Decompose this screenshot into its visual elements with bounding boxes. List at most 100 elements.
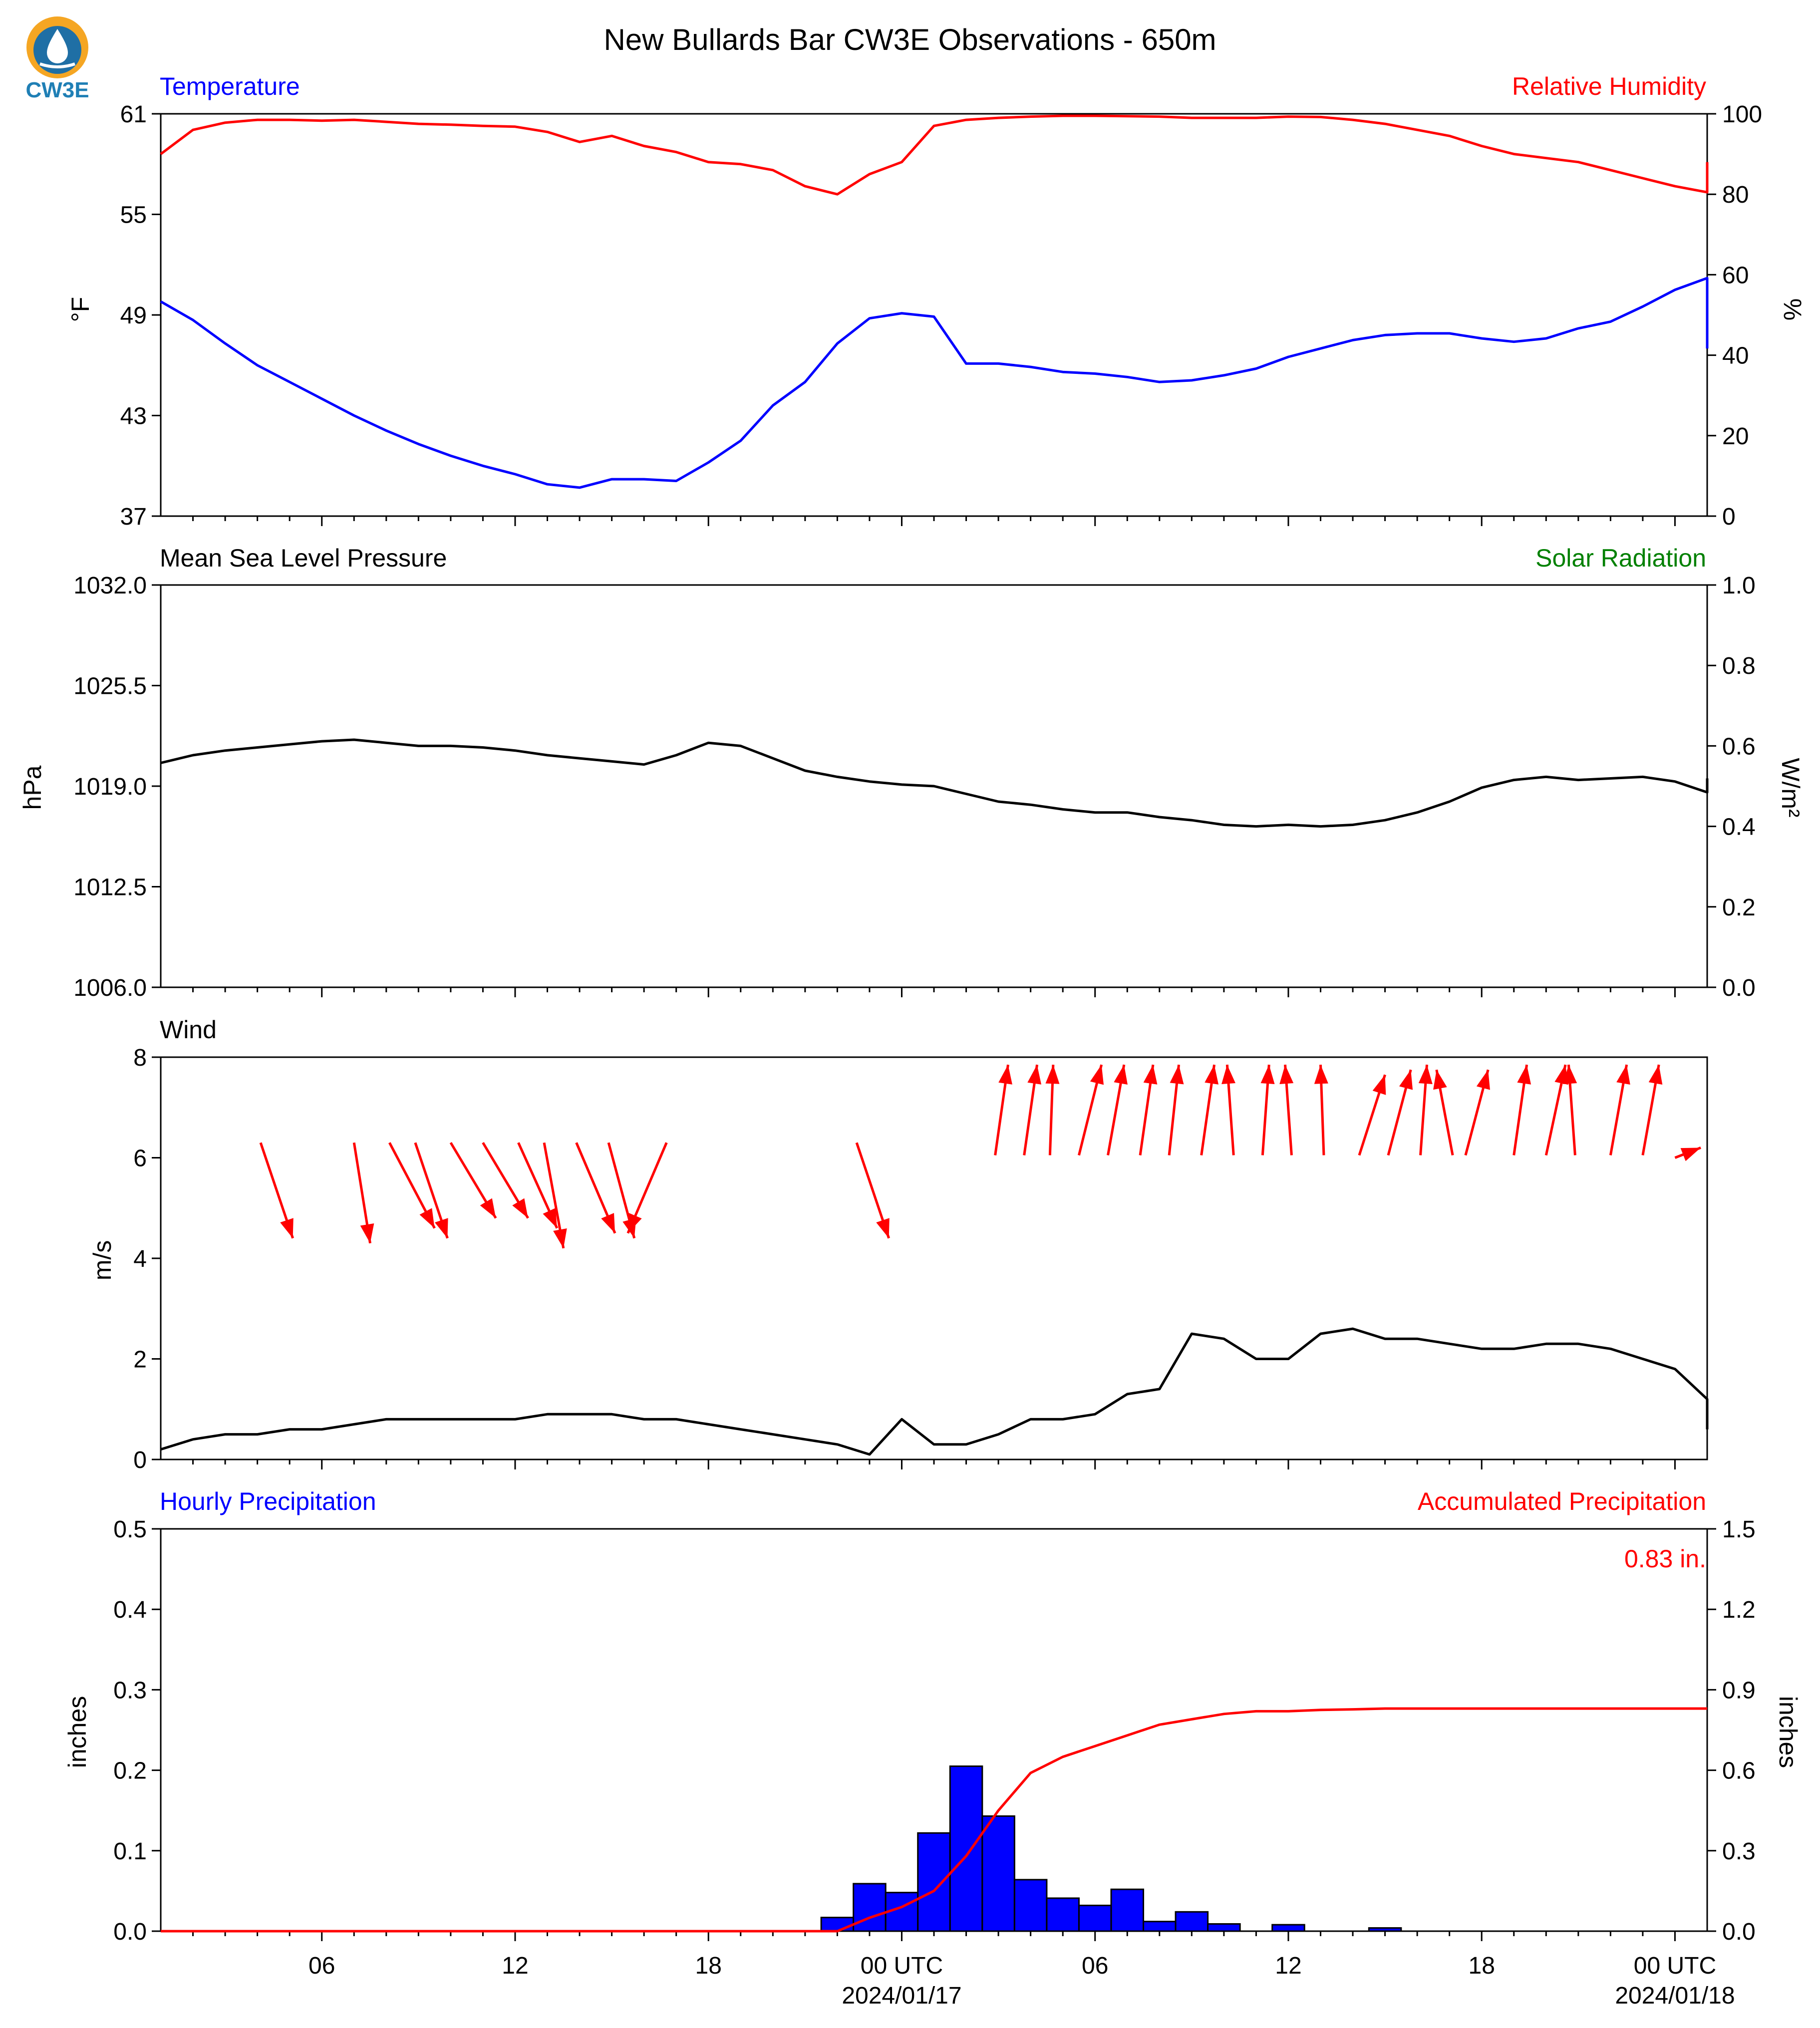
relative-humidity-title: Relative Humidity — [1512, 72, 1706, 100]
precipitation-marks — [161, 1707, 1707, 1933]
y-tick-label-right: 100 — [1722, 101, 1762, 128]
wind-vector-head — [1314, 1065, 1328, 1084]
wind-vector-head — [1399, 1070, 1413, 1090]
wind-vector-head — [1648, 1065, 1663, 1085]
y-tick-label: 37 — [120, 504, 147, 530]
series-line-0 — [160, 738, 1709, 828]
y-tick-label-right: 0.0 — [1722, 975, 1756, 1001]
wind-vector-head — [1616, 1065, 1630, 1085]
wind-axis-label: m/s — [88, 1240, 116, 1281]
pressure-line — [160, 738, 1709, 828]
total-precip-annotation: 0.83 in. — [1624, 1545, 1706, 1573]
y-tick-label-right: 40 — [1722, 343, 1749, 369]
precip-bar — [1143, 1921, 1177, 1932]
y-tick-label: 0 — [133, 1447, 147, 1473]
wind-vector-head — [360, 1223, 374, 1243]
wind-vector-head — [543, 1208, 557, 1228]
wind-vector-arrow — [1674, 1147, 1702, 1161]
wind-vector-arrow — [1358, 1074, 1386, 1156]
wind-vector-head — [876, 1218, 890, 1238]
accumulated-precip-line — [161, 1707, 1707, 1933]
y-tick-label: 61 — [120, 101, 147, 128]
precip-bar — [949, 1765, 983, 1932]
y-tick-label-right: 0.2 — [1722, 894, 1756, 921]
precip-bar — [1110, 1888, 1145, 1932]
y-tick-label: 55 — [120, 202, 147, 229]
hourly-precip-y-ticks: 0.0 0.1 0.2 0.3 0.4 0.5 — [113, 1516, 161, 1945]
wind-vector-head — [1433, 1070, 1447, 1090]
y-tick-label-right: 0.4 — [1722, 814, 1756, 841]
wind-vector-head — [553, 1228, 567, 1248]
wind-vector-head — [1260, 1065, 1275, 1085]
y-tick-label: 2 — [133, 1347, 147, 1373]
x-tick-label: 18 — [695, 1953, 722, 1979]
precip-bar — [853, 1883, 887, 1932]
y-tick-label-right: 0.6 — [1722, 1758, 1756, 1784]
wind-vector-arrow — [517, 1142, 559, 1229]
accumulated-precip-title: Accumulated Precipitation — [1418, 1487, 1706, 1515]
wind-vector-arrow — [1387, 1069, 1413, 1156]
figure-title: New Bullards Bar CW3E Observations - 650… — [604, 23, 1216, 56]
precip-bar — [1175, 1911, 1209, 1932]
wind-vector-arrow — [1260, 1064, 1275, 1156]
x-tick-label: 12 — [1275, 1953, 1301, 1979]
wind-vector-arrow — [1314, 1065, 1328, 1156]
wind-vector-head — [280, 1218, 294, 1238]
wind-vector-head — [1170, 1065, 1184, 1085]
y-tick-label-right: 0 — [1722, 504, 1736, 530]
x-ticks — [192, 1931, 1676, 1941]
wind-vector-arrow — [626, 1142, 668, 1234]
x-tick-date-label: 2024/01/18 — [1615, 1983, 1735, 2009]
wind-vector-head — [1418, 1065, 1433, 1085]
wind-vector-arrow — [1168, 1064, 1184, 1156]
y-tick-label: 6 — [133, 1146, 147, 1172]
solar-radiation-title: Solar Radiation — [1535, 544, 1706, 572]
y-tick-label-right: 20 — [1722, 423, 1749, 450]
y-tick-label-right: 1.2 — [1722, 1597, 1756, 1623]
x-tick-label: 00 UTC — [1634, 1953, 1716, 1979]
precip-bar — [1078, 1904, 1112, 1932]
wind-vector-arrow — [259, 1142, 294, 1239]
series-line-0 — [160, 1327, 1709, 1456]
x-tick-label: 18 — [1469, 1953, 1495, 1979]
wind-vector-arrow — [1513, 1064, 1531, 1156]
y-tick-label: 1032.0 — [73, 573, 147, 599]
y-tick-label: 1019.0 — [73, 774, 147, 800]
wind-y-ticks: 0 2 4 6 8 — [133, 1045, 161, 1473]
y-tick-label: 0.2 — [113, 1758, 147, 1784]
wind-vector-arrow — [1078, 1064, 1104, 1156]
wind-vector-arrow — [855, 1142, 891, 1239]
wind-vector-head — [1027, 1065, 1042, 1085]
wind-vector-arrow — [352, 1142, 374, 1244]
y-tick-label: 49 — [120, 302, 147, 329]
wind-vector-arrow — [1433, 1069, 1454, 1156]
humidity-y-ticks: 0 20 40 60 80 100 — [1707, 101, 1762, 530]
wind-vector-arrow — [1563, 1064, 1577, 1156]
wind-vector-arrow — [1139, 1064, 1158, 1156]
wind-vector-head — [1680, 1148, 1701, 1161]
wind-vector-head — [1476, 1070, 1490, 1090]
wind-vector-head — [1517, 1065, 1531, 1085]
hourly-precip-axis-label: inches — [63, 1696, 91, 1768]
y-tick-label-right: 0.9 — [1722, 1677, 1756, 1704]
accumulated-precip-axis-label: inches — [1774, 1696, 1802, 1768]
wind-speed-line — [160, 1327, 1709, 1456]
wind-vector-arrow — [1464, 1069, 1490, 1156]
x-tick-label: 00 UTC — [861, 1953, 943, 1979]
precip-bar — [1013, 1879, 1048, 1932]
y-tick-label: 1025.5 — [73, 673, 147, 700]
solar-y-ticks: 0.0 0.2 0.4 0.6 0.8 1.0 — [1707, 573, 1756, 1001]
x-tick-label: 06 — [308, 1953, 335, 1979]
wind-vector-head — [1279, 1065, 1294, 1085]
wind-vector-arrow — [1609, 1064, 1630, 1156]
wind-vector-arrow — [1107, 1064, 1128, 1156]
temperature-title: Temperature — [160, 72, 300, 100]
wind-vector-arrow — [1200, 1064, 1219, 1156]
y-tick-label: 0.1 — [113, 1838, 147, 1865]
wind-vector-arrow — [1418, 1064, 1433, 1156]
precip-bar — [1046, 1897, 1080, 1932]
wind-vector-arrow — [1045, 1065, 1060, 1156]
wind-vector-arrow — [575, 1142, 616, 1234]
hourly-precip-title: Hourly Precipitation — [160, 1487, 376, 1515]
wind-vector-head — [419, 1208, 435, 1228]
